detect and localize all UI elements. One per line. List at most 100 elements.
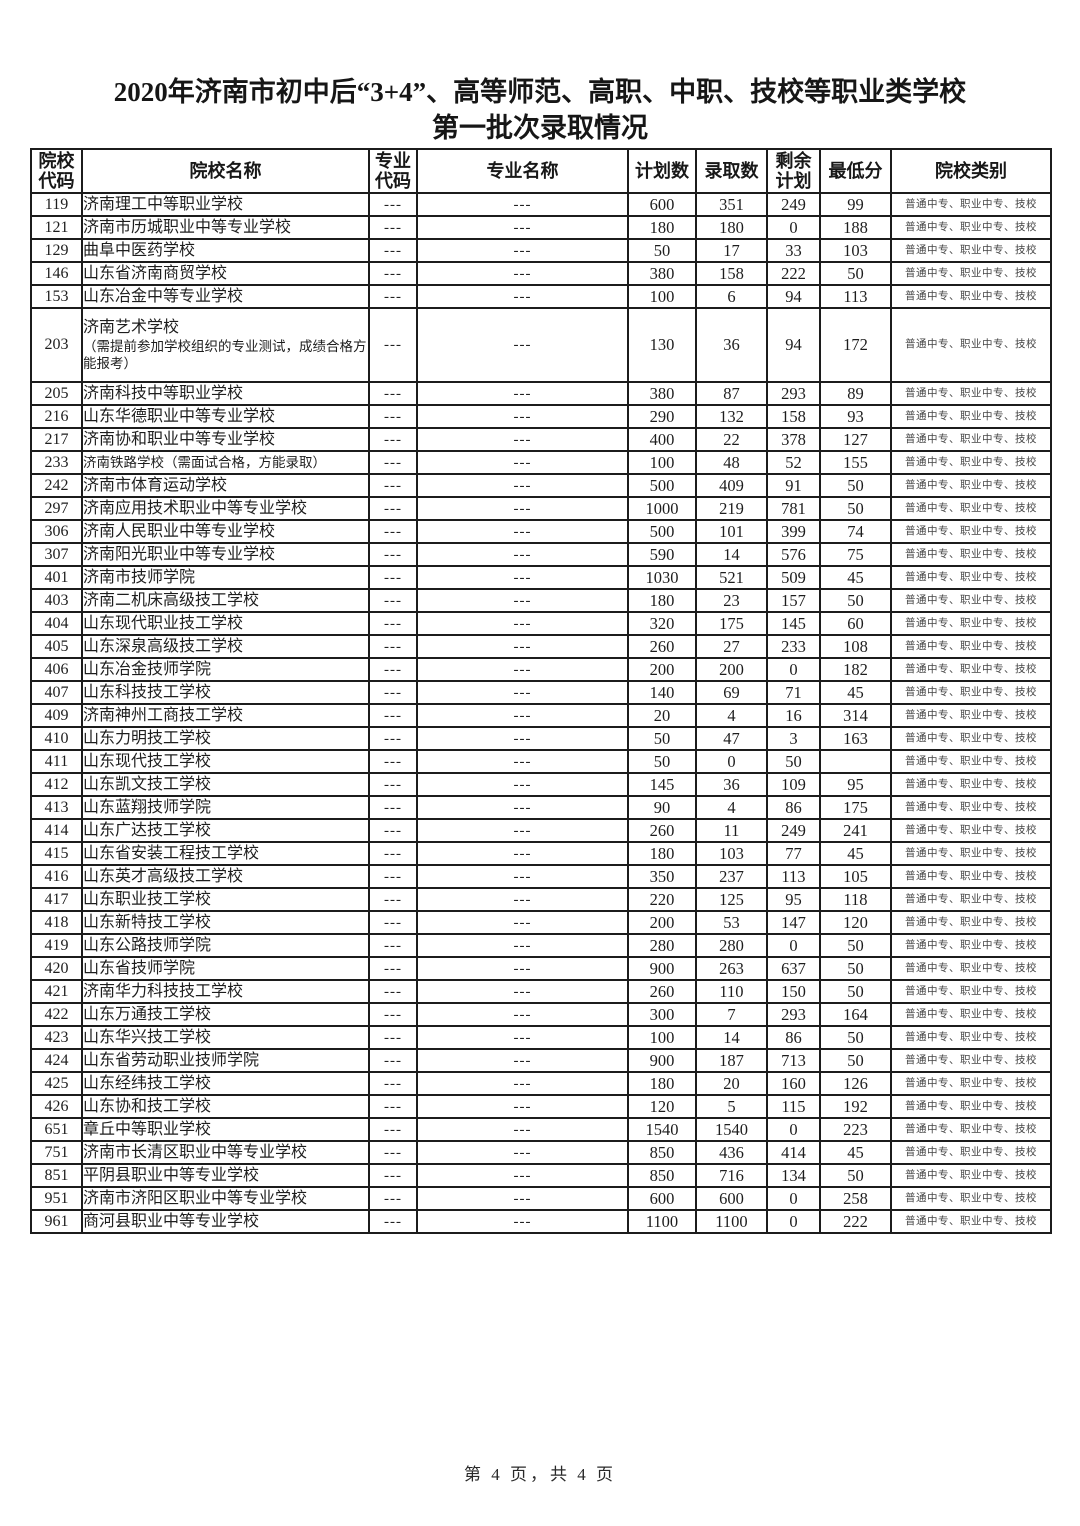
plan-count-cell: 900: [627, 1048, 697, 1073]
major-name-cell: ---: [416, 1163, 629, 1188]
school-category-cell: 普通中专、职业中专、技校: [890, 979, 1052, 1004]
school-name-cell: 山东省安装工程技工学校: [81, 841, 370, 866]
major-name-cell: ---: [416, 473, 629, 498]
school-category-cell: 普通中专、职业中专、技校: [890, 496, 1052, 521]
min-score-cell: 155: [819, 450, 892, 475]
table-row: 412 山东凯文技工学校 --- --- 145 36 109 95 普通中专、职业中专、技校: [30, 772, 1052, 797]
major-name-cell: ---: [416, 1002, 629, 1027]
school-code-cell: 951: [30, 1186, 83, 1211]
remaining-plan-cell: 77: [766, 841, 821, 866]
admitted-count-cell: 280: [695, 933, 768, 958]
admissions-table: 院校 代码 院校名称 专业 代码 专业名称 计划数 录取数 剩余 计划 最低分 …: [30, 148, 1052, 1234]
school-code-cell: 412: [30, 772, 83, 797]
school-code-cell: 306: [30, 519, 83, 544]
school-name: 山东省劳动职业技师学院: [83, 1052, 260, 1069]
admitted-count-cell: 6: [695, 284, 768, 309]
school-name: 山东深泉高级技工学校: [83, 638, 244, 655]
remaining-plan-cell: 147: [766, 910, 821, 935]
major-code-cell: ---: [368, 979, 418, 1004]
table-row: 951 济南市济阳区职业中等专业学校 --- --- 600 600 0 258 普通中专、职业…: [30, 1186, 1052, 1211]
admitted-count-cell: 47: [695, 726, 768, 751]
admitted-count-cell: 36: [695, 307, 768, 383]
plan-count-cell: 1030: [627, 565, 697, 590]
major-name-cell: ---: [416, 887, 629, 912]
school-code-cell: 410: [30, 726, 83, 751]
admitted-count-cell: 87: [695, 381, 768, 406]
major-code-cell: ---: [368, 565, 418, 590]
admitted-count-cell: 1100: [695, 1209, 768, 1234]
school-name-cell: 济南理工中等职业学校: [81, 192, 370, 217]
min-score-cell: 182: [819, 657, 892, 682]
school-name-cell: 山东协和技工学校: [81, 1094, 370, 1119]
admitted-count-cell: 263: [695, 956, 768, 981]
school-category-cell: 普通中专、职业中专、技校: [890, 1002, 1052, 1027]
remaining-plan-cell: 0: [766, 657, 821, 682]
school-name: 济南市体育运动学校: [83, 477, 228, 494]
school-name-cell: 商河县职业中等专业学校: [81, 1209, 370, 1234]
plan-count-cell: 50: [627, 749, 697, 774]
major-code-cell: ---: [368, 1186, 418, 1211]
school-name-cell: 济南神州工商技工学校: [81, 703, 370, 728]
min-score-cell: 50: [819, 1163, 892, 1188]
min-score-cell: 50: [819, 1048, 892, 1073]
major-name-cell: ---: [416, 1025, 629, 1050]
school-name: 济南华力科技技工学校: [83, 983, 244, 1000]
school-name: 商河县职业中等专业学校: [83, 1213, 260, 1230]
plan-count-cell: 350: [627, 864, 697, 889]
major-code-cell: ---: [368, 956, 418, 981]
remaining-plan-cell: 0: [766, 1117, 821, 1142]
plan-count-cell: 600: [627, 192, 697, 217]
school-name: 山东华兴技工学校: [83, 1029, 212, 1046]
school-category-cell: 普通中专、职业中专、技校: [890, 404, 1052, 429]
table-row: 423 山东华兴技工学校 --- --- 100 14 86 50 普通中专、职业中专、技校: [30, 1025, 1052, 1050]
header-remaining-plan: 剩余 计划: [766, 148, 821, 194]
school-name: 济南理工中等职业学校: [83, 196, 244, 213]
min-score-cell: 50: [819, 1025, 892, 1050]
school-category-cell: 普通中专、职业中专、技校: [890, 588, 1052, 613]
major-code-cell: ---: [368, 404, 418, 429]
major-code-cell: ---: [368, 450, 418, 475]
table-row: 406 山东冶金技师学院 --- --- 200 200 0 182 普通中专、职业中专、技校: [30, 657, 1052, 682]
school-name: 山东冶金技师学院: [83, 661, 212, 678]
table-row: 961 商河县职业中等专业学校 --- --- 1100 1100 0 222 普通中专、职业中…: [30, 1209, 1052, 1234]
major-name-cell: ---: [416, 1071, 629, 1096]
major-name-cell: ---: [416, 542, 629, 567]
min-score-cell: 314: [819, 703, 892, 728]
school-category-cell: 普通中专、职业中专、技校: [890, 933, 1052, 958]
plan-count-cell: 140: [627, 680, 697, 705]
admitted-count-cell: 17: [695, 238, 768, 263]
min-score-cell: 50: [819, 496, 892, 521]
admitted-count-cell: 219: [695, 496, 768, 521]
plan-count-cell: 100: [627, 1025, 697, 1050]
table-row: 242 济南市体育运动学校 --- --- 500 409 91 50 普通中专、职业中专、技校: [30, 473, 1052, 498]
school-category-cell: 普通中专、职业中专、技校: [890, 1117, 1052, 1142]
remaining-plan-cell: 94: [766, 307, 821, 383]
plan-count-cell: 260: [627, 979, 697, 1004]
school-code-cell: 121: [30, 215, 83, 240]
school-name: 山东广达技工学校: [83, 822, 212, 839]
min-score-cell: 258: [819, 1186, 892, 1211]
min-score-cell: 126: [819, 1071, 892, 1096]
table-row: 119 济南理工中等职业学校 --- --- 600 351 249 99 普通中专、职业中专、…: [30, 192, 1052, 217]
min-score-cell: 192: [819, 1094, 892, 1119]
plan-count-cell: 180: [627, 215, 697, 240]
school-category-cell: 普通中专、职业中专、技校: [890, 887, 1052, 912]
table-row: 403 济南二机床高级技工学校 --- --- 180 23 157 50 普通中专、职业中专、…: [30, 588, 1052, 613]
school-code-cell: 216: [30, 404, 83, 429]
school-category-cell: 普通中专、职业中专、技校: [890, 542, 1052, 567]
major-code-cell: ---: [368, 634, 418, 659]
school-category-cell: 普通中专、职业中专、技校: [890, 749, 1052, 774]
major-name-cell: ---: [416, 1094, 629, 1119]
table-row: 233 济南铁路学校（需面试合格，方能录取） --- --- 100 48 52 155 普通中…: [30, 450, 1052, 475]
major-code-cell: ---: [368, 726, 418, 751]
major-code-cell: ---: [368, 933, 418, 958]
school-code-cell: 426: [30, 1094, 83, 1119]
major-code-cell: ---: [368, 238, 418, 263]
school-code-cell: 307: [30, 542, 83, 567]
school-code-cell: 413: [30, 795, 83, 820]
min-score-cell: 99: [819, 192, 892, 217]
min-score-cell: 127: [819, 427, 892, 452]
page-title-line2: 第一批次录取情况: [432, 113, 648, 143]
plan-count-cell: 850: [627, 1163, 697, 1188]
school-category-cell: 普通中专、职业中专、技校: [890, 215, 1052, 240]
